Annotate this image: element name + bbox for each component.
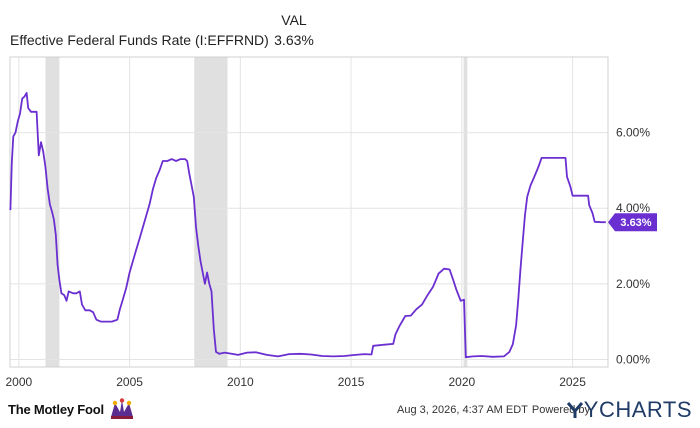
ycharts-mark-icon: [566, 402, 583, 418]
recession-band-1: [194, 57, 228, 367]
x-tick-label: 2025: [559, 375, 586, 389]
y-tick-label: 6.00%: [616, 126, 650, 140]
timestamp-credit: Aug 3, 2026, 4:37 AM EDT Powered by: [397, 404, 590, 416]
x-tick-label: 2010: [227, 375, 254, 389]
timestamp: Aug 3, 2026, 4:37 AM EDT: [397, 404, 528, 416]
current-value-badge: 3.63%: [608, 213, 657, 232]
y-tick-label: 0.00%: [616, 352, 650, 366]
y-tick-label: 4.00%: [616, 201, 650, 215]
legend-series-name: Effective Federal Funds Rate (I:EFFRND): [10, 32, 269, 48]
brand-name: The Motley Fool: [8, 401, 104, 417]
plot-frame: [9, 56, 609, 368]
x-tick-label: 2005: [116, 375, 143, 389]
x-tick-label: 2015: [338, 375, 365, 389]
chart-legend: VAL Effective Federal Funds Rate (I:EFFR…: [0, 0, 700, 52]
legend-column-header: VAL: [281, 12, 307, 28]
x-tick-label: 2000: [6, 375, 33, 389]
motley-fool-logo: The Motley Fool: [8, 398, 136, 420]
chart-footer: The Motley Fool Aug 3, 2026, 4:37 AM EDT…: [0, 395, 700, 428]
current-value-badge-label: 3.63%: [620, 217, 651, 229]
series-line-0: [9, 92, 606, 359]
ycharts-logo: YCHARTS: [566, 397, 692, 423]
y-tick-label: 2.00%: [616, 277, 650, 291]
current-value-badge-shape: [608, 213, 657, 232]
recession-band-2: [463, 57, 468, 367]
legend-latest-value: 3.63%: [274, 32, 314, 48]
provider-name: YCHARTS: [583, 397, 692, 422]
rate-chart: 2000 2005 2010 2015 2020 2025 0.00% 2.00% 4.00% 6…: [6, 56, 657, 389]
jester-hat-icon: [110, 398, 133, 419]
x-tick-label: 2020: [448, 375, 475, 389]
